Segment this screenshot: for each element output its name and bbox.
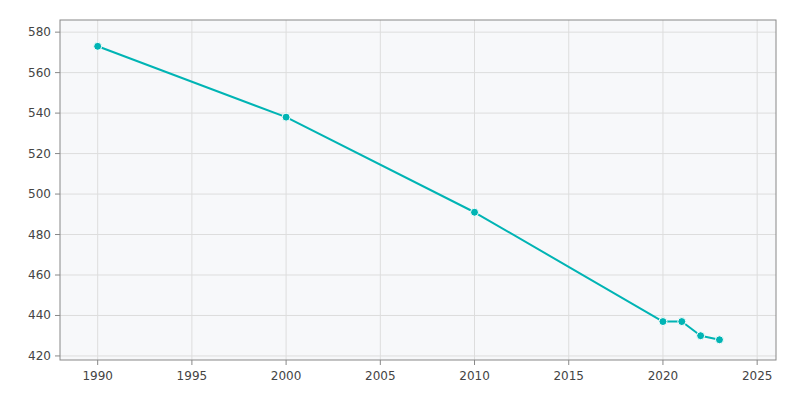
y-tick-label: 560 [28, 66, 51, 80]
y-grid-line [60, 275, 776, 276]
x-grid-line [474, 20, 475, 360]
y-grid-line [60, 355, 776, 356]
point [94, 42, 102, 50]
y-tick-label: 520 [28, 147, 51, 161]
x-tick-label: 1995 [177, 369, 208, 383]
x-tick [474, 360, 475, 365]
x-tick-label: 2010 [459, 369, 490, 383]
point [697, 332, 705, 340]
point [659, 318, 667, 326]
y-tick-label: 480 [28, 228, 51, 242]
chart-svg: 1990 1995 2000 2005 2010 2015 2020 2025 420 440 46… [0, 0, 800, 400]
y-grid-line [60, 234, 776, 235]
x-tick [568, 360, 569, 365]
x-tick [757, 360, 758, 365]
y-tick [55, 315, 60, 316]
y-tick [55, 355, 60, 356]
y-tick [55, 113, 60, 114]
line [98, 46, 720, 339]
y-tick [55, 153, 60, 154]
x-tick-label: 1990 [82, 369, 113, 383]
x-grid-line [380, 20, 381, 360]
y-grid-line [60, 315, 776, 316]
axes: 1990 1995 2000 2005 2010 2015 2020 2025 420 440 46… [28, 25, 772, 383]
y-tick-label: 440 [28, 308, 51, 322]
x-tick-label: 2000 [271, 369, 302, 383]
y-tick-label: 580 [28, 25, 51, 39]
y-tick-label: 460 [28, 268, 51, 282]
x-tick [97, 360, 98, 365]
y-tick [55, 234, 60, 235]
grid [60, 20, 776, 360]
y-grid-line [60, 194, 776, 195]
chart-container: 1990 1995 2000 2005 2010 2015 2020 2025 420 440 46… [0, 0, 800, 400]
plot-frame [60, 20, 776, 360]
x-grid-line [191, 20, 192, 360]
point [282, 113, 290, 121]
x-grid-line [97, 20, 98, 360]
y-tick [55, 194, 60, 195]
x-tick [662, 360, 663, 365]
x-grid-line [757, 20, 758, 360]
x-tick-label: 2020 [648, 369, 679, 383]
point [715, 336, 723, 344]
y-grid-line [60, 113, 776, 114]
y-grid-line [60, 153, 776, 154]
y-tick [55, 72, 60, 73]
x-grid-line [568, 20, 569, 360]
x-grid-line [662, 20, 663, 360]
x-tick [380, 360, 381, 365]
y-tick [55, 275, 60, 276]
series [94, 42, 724, 343]
y-tick [55, 32, 60, 33]
x-tick-label: 2015 [553, 369, 584, 383]
x-tick [191, 360, 192, 365]
y-tick-label: 500 [28, 187, 51, 201]
x-tick-label: 2025 [742, 369, 773, 383]
plot-background [60, 20, 776, 360]
x-grid-line [286, 20, 287, 360]
y-tick-label: 540 [28, 106, 51, 120]
y-tick-label: 420 [28, 349, 51, 363]
point [678, 318, 686, 326]
x-tick-label: 2005 [365, 369, 396, 383]
point [471, 208, 479, 216]
x-tick [286, 360, 287, 365]
y-grid-line [60, 32, 776, 33]
